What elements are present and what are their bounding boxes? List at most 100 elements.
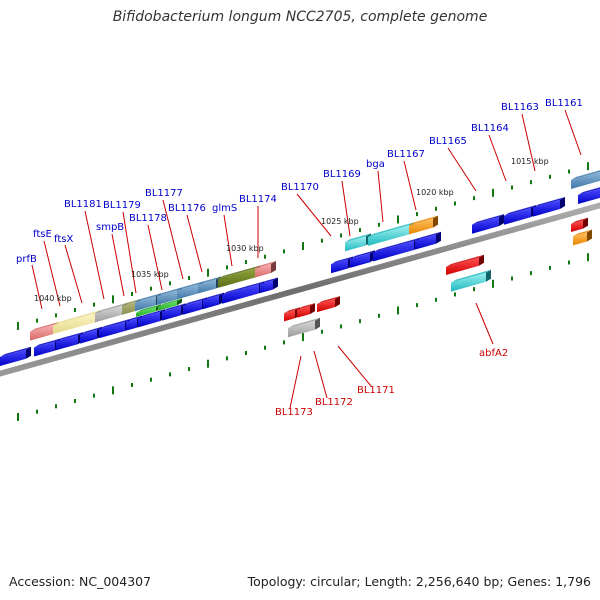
position-tick: [359, 319, 361, 324]
gene-label-BL1169: BL1169: [323, 169, 361, 180]
position-tick: [416, 212, 418, 217]
feature-block-top: [122, 299, 140, 306]
position-tick: [17, 321, 19, 330]
forward-gene-arrow-top: [260, 277, 278, 285]
position-tick: [587, 253, 589, 262]
kbp-label: 1025 kbp: [321, 217, 359, 226]
leader-line: [313, 350, 328, 399]
position-tick: [188, 367, 190, 372]
forward-gene-arrow-top: [504, 205, 536, 216]
feature-block: [451, 272, 486, 292]
feature-block-top: [53, 310, 100, 326]
forward-gene-arrow-side: [273, 277, 278, 290]
forward-gene-arrow-top: [138, 309, 165, 319]
forward-gene-arrow-top: [472, 214, 504, 225]
position-tick: [340, 324, 342, 329]
reverse-gene-arrow: [571, 220, 583, 232]
forward-gene-arrow: [373, 240, 414, 262]
leader-line: [84, 210, 105, 300]
leader-line: [122, 211, 137, 294]
leader-line: [564, 109, 582, 156]
position-tick: [416, 303, 418, 308]
feature-block-side: [177, 298, 182, 306]
forward-gene-arrow-side: [499, 214, 504, 227]
forward-gene-arrow: [472, 217, 499, 234]
leader-line: [475, 302, 494, 345]
feature-block: [53, 313, 95, 335]
position-tick: [454, 292, 456, 297]
forward-gene-arrow: [260, 280, 273, 294]
forward-gene-arrow: [138, 312, 160, 328]
reverse-gene-labels: BL1173 BL1172 BL1171 abfA2: [275, 348, 508, 418]
forward-gene-arrow: [203, 295, 219, 310]
kbp-label: 1040 kbp: [34, 294, 72, 303]
leader-line: [296, 193, 332, 237]
leader-line: [111, 233, 125, 297]
reverse-gene-arrow-top: [571, 217, 588, 224]
reverse-gene-arrow-top: [317, 296, 340, 305]
feature-block: [368, 225, 409, 246]
position-tick: [169, 372, 171, 377]
position-tick: [150, 286, 152, 291]
reverse-gene-arrow-top: [446, 254, 484, 267]
feature-block-top: [198, 276, 221, 285]
position-tick: [93, 302, 95, 307]
forward-gene-arrow-top: [126, 315, 142, 322]
gene-label-bga: bga: [366, 159, 385, 170]
gene-label-BL1167: BL1167: [387, 149, 425, 160]
forward-gene-arrow-top: [373, 237, 419, 253]
forward-gene-arrow-top: [80, 326, 102, 335]
gene-label-BL1165: BL1165: [429, 136, 467, 147]
feature-block: [198, 279, 216, 294]
feature-block-top: [135, 293, 161, 303]
forward-gene-arrow-top: [331, 256, 353, 265]
gene-label-prfB: prfB: [16, 254, 37, 265]
genome-backbone: [0, 202, 600, 377]
position-tick: [340, 233, 342, 238]
position-tick: [378, 222, 380, 227]
gene-label-BL1178: BL1178: [129, 213, 167, 224]
position-tick: [568, 169, 570, 174]
position-tick: [435, 206, 437, 211]
feature-block-top: [345, 233, 371, 243]
forward-gene-arrow-side: [560, 197, 565, 210]
forward-gene-arrow: [222, 284, 259, 304]
forward-gene-arrow-top: [533, 197, 565, 208]
position-tick: [264, 254, 266, 259]
gene-label-glmS: glmS: [212, 203, 237, 214]
feature-block-top: [177, 281, 203, 291]
feature-block-top: [573, 229, 592, 237]
position-tick: [93, 393, 95, 398]
leader-line: [521, 113, 536, 172]
feature-block-side: [315, 317, 320, 330]
kbp-label: 1030 kbp: [226, 244, 264, 253]
kbp-label: 1015 kbp: [511, 157, 549, 166]
forward-gene-arrow: [350, 253, 370, 268]
forward-gene-arrow-top: [183, 297, 207, 306]
leader-line: [162, 199, 184, 280]
feature-block: [345, 236, 366, 252]
position-tick: [131, 292, 133, 297]
position-tick: [150, 377, 152, 382]
position-tick: [245, 351, 247, 356]
forward-gene-arrow-top: [578, 187, 600, 195]
reverse-gene-arrow-side: [335, 296, 340, 308]
leader-line: [186, 214, 203, 273]
position-tick: [55, 313, 57, 318]
forward-gene-arrow-top: [415, 231, 441, 241]
accession-text: Accession: NC_004307: [9, 574, 152, 589]
reverse-gene-arrow: [446, 257, 479, 275]
reverse-gene-arrow: [297, 306, 310, 318]
gene-label-ftsX: ftsX: [54, 234, 73, 245]
forward-gene-arrow-top: [34, 338, 60, 348]
feature-block: [30, 325, 53, 341]
position-tick: [473, 196, 475, 201]
position-tick: [131, 383, 133, 388]
position-tick: [264, 345, 266, 350]
feature-block: [288, 320, 315, 338]
feature-block-side: [433, 215, 438, 228]
position-tick: [587, 162, 589, 171]
position-tick: [473, 287, 475, 292]
feature-block-top: [288, 317, 320, 329]
forward-gene-labels: prfB ftsE ftsX BL1181 smpB BL1179 BL1178…: [16, 98, 583, 265]
